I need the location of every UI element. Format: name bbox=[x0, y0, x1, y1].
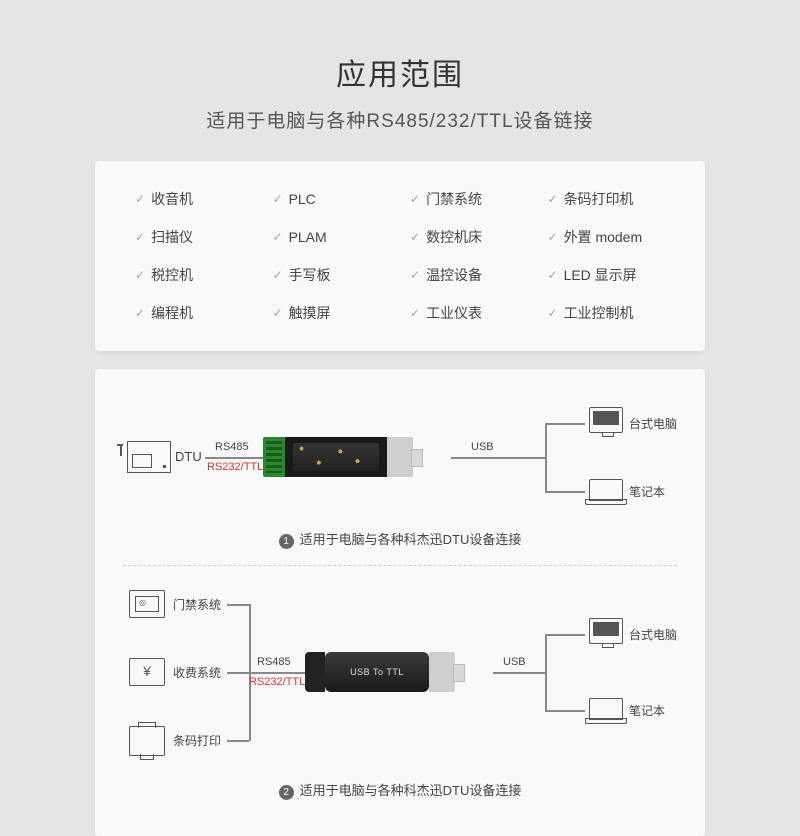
wire bbox=[249, 672, 305, 674]
usb-label: USB bbox=[471, 441, 494, 453]
feature-item: 手写板 bbox=[273, 265, 391, 285]
feature-item: 外置 modem bbox=[548, 227, 666, 247]
usb-ttl-dongle-icon: USB To TTL bbox=[305, 652, 455, 692]
laptop-icon bbox=[589, 698, 623, 720]
dtu-label: DTU bbox=[175, 449, 202, 464]
wire bbox=[545, 423, 547, 491]
diagram-1-caption: 1 适用于电脑与各种科杰迅DTU设备连接 bbox=[123, 529, 677, 549]
wire bbox=[545, 710, 585, 712]
payment-icon bbox=[129, 658, 165, 686]
wire bbox=[545, 634, 547, 710]
feature-item: 温控设备 bbox=[410, 265, 528, 285]
desktop-label: 台式电脑 bbox=[629, 415, 677, 432]
dtu-icon bbox=[127, 441, 171, 473]
printer-label: 条码打印 bbox=[173, 732, 221, 749]
laptop-icon bbox=[589, 479, 623, 501]
feature-item: PLAM bbox=[273, 227, 391, 247]
feature-grid: 收音机 PLC 门禁系统 条码打印机 扫描仪 PLAM 数控机床 外置 mode… bbox=[135, 189, 665, 323]
feature-item: 触摸屏 bbox=[273, 303, 391, 323]
rs485-label: RS485 bbox=[257, 656, 291, 668]
feature-item: LED 显示屏 bbox=[548, 265, 666, 285]
page-subtitle: 适用于电脑与各种RS485/232/TTL设备链接 bbox=[206, 106, 593, 133]
laptop-label: 笔记本 bbox=[629, 702, 665, 719]
wire bbox=[205, 457, 263, 459]
dongle-text: USB To TTL bbox=[350, 667, 404, 677]
wire bbox=[227, 604, 249, 606]
desktop-label: 台式电脑 bbox=[629, 626, 677, 643]
rs485-label: RS485 bbox=[215, 441, 249, 453]
rs232-label: RS232/TTL bbox=[207, 461, 263, 473]
caption-num-icon: 1 bbox=[279, 534, 294, 549]
desktop-icon bbox=[589, 407, 623, 433]
wire bbox=[227, 740, 249, 742]
pcb-dongle-icon bbox=[263, 437, 413, 477]
usb-label: USB bbox=[503, 656, 526, 668]
access-control-label: 门禁系统 bbox=[173, 596, 221, 613]
feature-item: 门禁系统 bbox=[410, 189, 528, 209]
caption-text: 适用于电脑与各种科杰迅DTU设备连接 bbox=[300, 783, 522, 798]
feature-item: 条码打印机 bbox=[548, 189, 666, 209]
wire bbox=[545, 491, 585, 493]
laptop-label: 笔记本 bbox=[629, 483, 665, 500]
wire bbox=[545, 634, 585, 636]
desktop-icon bbox=[589, 618, 623, 644]
wire bbox=[493, 672, 545, 674]
wire bbox=[227, 672, 249, 674]
diagram-card: DTU RS485 RS232/TTL USB 台式电脑 笔记本 1 适用于电脑与… bbox=[95, 369, 705, 836]
printer-icon bbox=[129, 726, 165, 756]
features-card: 收音机 PLC 门禁系统 条码打印机 扫描仪 PLAM 数控机床 外置 mode… bbox=[95, 161, 705, 351]
rs232-label: RS232/TTL bbox=[249, 676, 305, 688]
page-title: 应用范围 bbox=[336, 50, 464, 94]
diagram-1: DTU RS485 RS232/TTL USB 台式电脑 笔记本 bbox=[123, 393, 677, 523]
access-control-icon bbox=[129, 590, 165, 618]
wire bbox=[451, 457, 545, 459]
feature-item: 收音机 bbox=[135, 189, 253, 209]
wire bbox=[545, 423, 585, 425]
feature-item: 编程机 bbox=[135, 303, 253, 323]
feature-item: PLC bbox=[273, 189, 391, 209]
caption-num-icon: 2 bbox=[279, 785, 294, 800]
feature-item: 工业控制机 bbox=[548, 303, 666, 323]
feature-item: 数控机床 bbox=[410, 227, 528, 247]
feature-item: 扫描仪 bbox=[135, 227, 253, 247]
feature-item: 工业仪表 bbox=[410, 303, 528, 323]
caption-text: 适用于电脑与各种科杰迅DTU设备连接 bbox=[300, 532, 522, 547]
divider bbox=[123, 565, 677, 566]
diagram-2-caption: 2 适用于电脑与各种科杰迅DTU设备连接 bbox=[123, 780, 677, 800]
payment-label: 收费系统 bbox=[173, 664, 221, 681]
diagram-2: 门禁系统 收费系统 条码打印 RS485 RS232/TTL USB To TT… bbox=[123, 584, 677, 774]
feature-item: 税控机 bbox=[135, 265, 253, 285]
